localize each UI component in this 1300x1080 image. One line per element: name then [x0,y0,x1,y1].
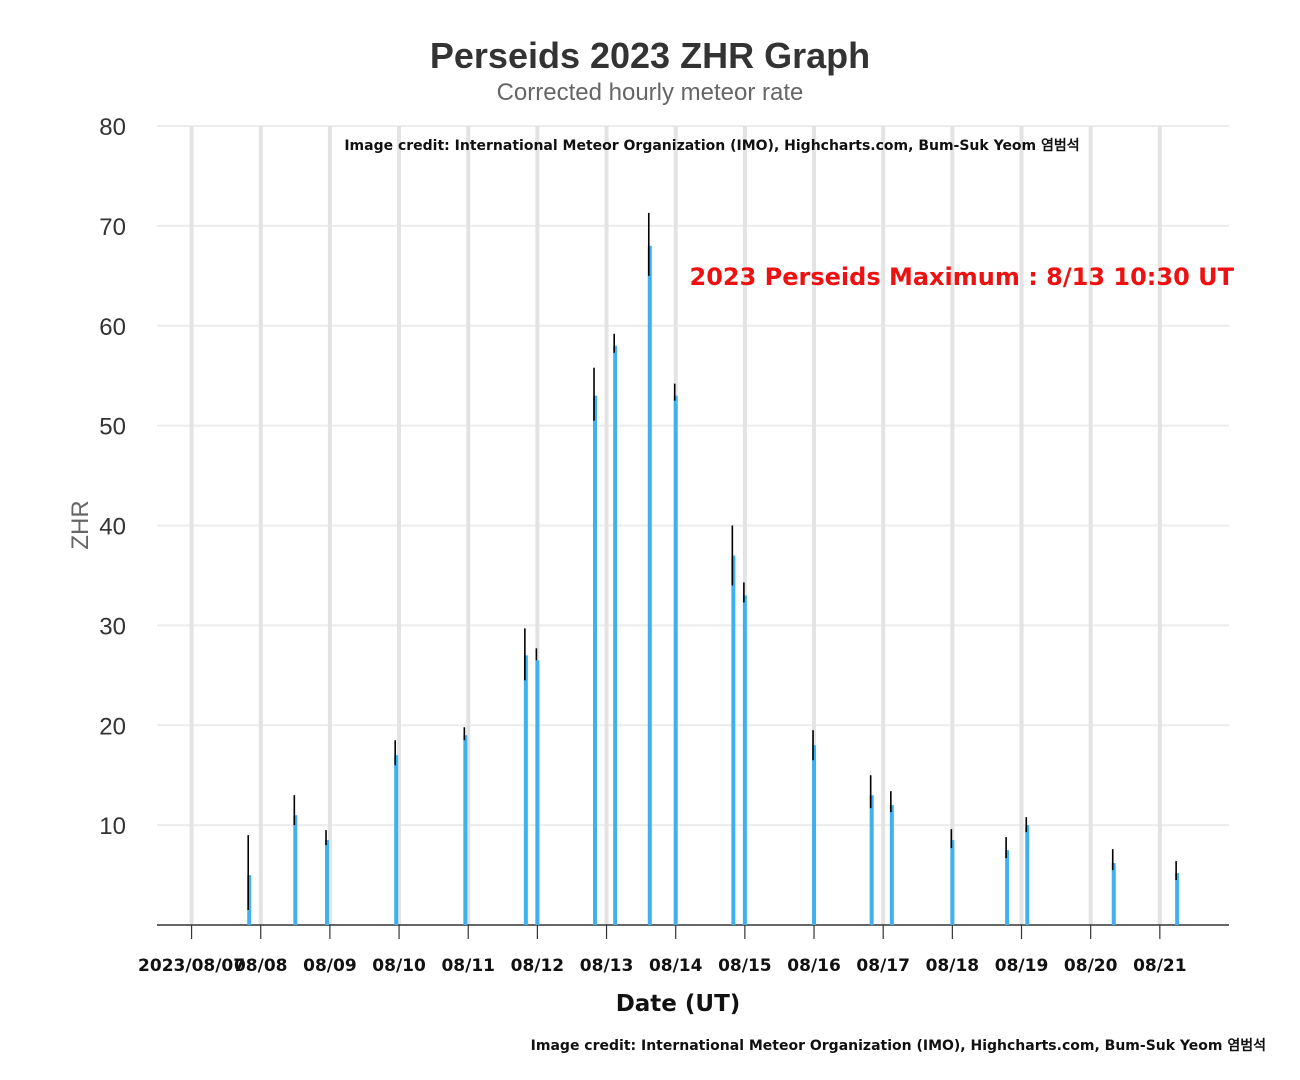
y-tick-label: 50 [99,414,126,441]
zhr-bar [1175,873,1180,925]
x-tick-label: 08/16 [787,956,841,976]
chart-title: Perseids 2023 ZHR Graph [430,35,870,76]
x-tick-label: 08/09 [303,956,357,976]
x-tick-label: 08/12 [511,956,565,976]
zhr-bar [731,555,736,925]
x-tick-label: 2023/08/07 [138,956,245,976]
x-axis-label: Date (UT) [616,991,741,1017]
x-tick-label: 08/20 [1064,956,1118,976]
x-tick-label: 08/21 [1133,956,1187,976]
x-tick-label: 08/15 [718,956,772,976]
zhr-bar [889,805,894,925]
zhr-bar [812,745,817,925]
y-axis-label: ZHR [67,500,94,549]
x-tick-marks [190,925,1161,939]
x-tick-label: 08/11 [441,956,495,976]
x-tick-label: 08/13 [580,956,634,976]
zhr-bar [950,840,955,925]
zhr-bar [293,815,298,925]
zhr-bar [1005,850,1010,925]
x-tick-label: 08/18 [926,956,980,976]
credit-top: Image credit: International Meteor Organ… [344,138,1079,154]
maximum-annotation: 2023 Perseids Maximum : 8/13 10:30 UT [690,263,1235,291]
error-bar-series [247,212,1177,911]
zhr-bar [647,245,652,926]
x-tick-label: 08/08 [234,956,288,976]
x-tick-label: 08/14 [649,956,703,976]
zhr-bar [869,795,874,925]
horizontal-gridlines [157,125,1229,827]
bar-series [247,245,1180,926]
y-tick-label: 80 [99,114,126,141]
zhr-bar [463,735,468,925]
y-tick-label: 10 [99,813,126,840]
zhr-bar [1111,863,1116,925]
zhr-bar [523,655,528,925]
y-tick-label: 20 [99,713,126,740]
x-tick-label: 08/17 [856,956,910,976]
zhr-bar [673,395,678,926]
y-tick-labels: 10 20 30 40 50 60 70 80 [99,114,126,840]
zhr-bar [613,345,618,926]
zhr-bar [325,840,330,925]
y-tick-label: 30 [99,613,126,640]
zhr-bar [593,395,598,926]
zhr-bar [742,595,747,925]
x-tick-label: 08/19 [995,956,1049,976]
x-tick-label: 08/10 [372,956,426,976]
y-tick-label: 40 [99,514,126,541]
y-tick-label: 60 [99,314,126,341]
zhr-bar [247,875,252,925]
y-tick-label: 70 [99,214,126,241]
chart-subtitle: Corrected hourly meteor rate [497,79,804,106]
zhr-bar [1025,825,1030,925]
zhr-bar [394,755,399,925]
credit-bottom: Image credit: International Meteor Organ… [531,1038,1266,1054]
zhr-bar [535,660,540,925]
